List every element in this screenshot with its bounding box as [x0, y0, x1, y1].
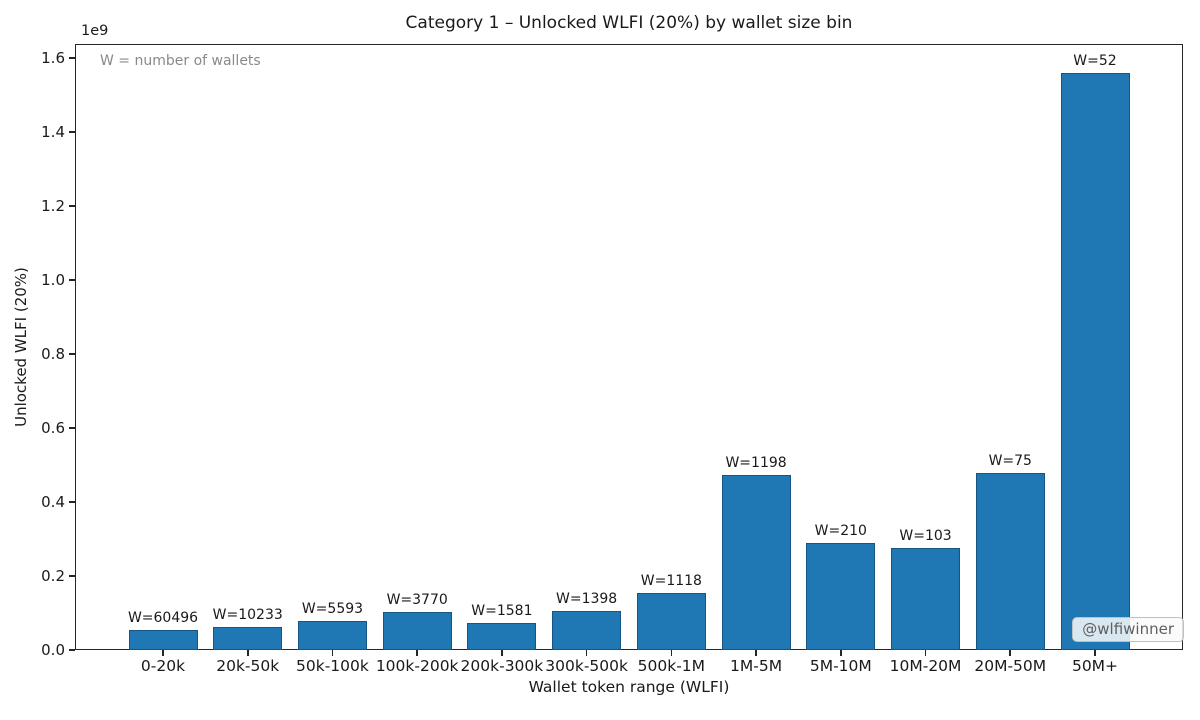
x-axis-label: Wallet token range (WLFI): [528, 678, 730, 696]
x-tick-mark: [331, 650, 334, 656]
bar-20M-50M: [975, 473, 1045, 650]
watermark-badge: @wlfiwinner: [1072, 617, 1184, 642]
y-tick-label: 0.4: [41, 492, 65, 511]
y-tick-mark: [69, 353, 75, 355]
y-tick-mark: [69, 649, 75, 651]
bar-wallet-count-label: W=60496: [127, 609, 199, 626]
bar-wallet-count-label: W=1581: [471, 602, 533, 619]
bar-wallet-count-label: W=210: [814, 523, 867, 540]
bar-500k-1M: [636, 593, 706, 650]
y-tick-label: 1.0: [41, 270, 65, 289]
bar-0-20k: [128, 629, 198, 650]
x-tick-mark: [1009, 650, 1012, 656]
y-tick-label: 1.4: [41, 122, 65, 141]
x-tick-mark: [670, 650, 673, 656]
x-tick-mark: [1094, 650, 1096, 656]
x-tick-mark: [585, 650, 588, 656]
y-tick-label: 0.0: [41, 640, 65, 659]
y-tick-mark: [69, 57, 75, 59]
x-tick-mark: [924, 650, 927, 656]
y-tick-mark: [69, 205, 75, 207]
bar-300k-500k: [552, 611, 622, 650]
bar-wallet-count-label: W=1198: [725, 455, 787, 471]
bar-wallet-count-label: W=75: [988, 453, 1032, 470]
bar-200k-300k: [467, 622, 537, 650]
x-tick-mark: [246, 650, 249, 656]
x-tick-label: 5M-10M: [809, 657, 872, 675]
x-tick-label: 300k-500k: [545, 657, 628, 675]
bar-1M-5M: [721, 475, 791, 650]
bar-wallet-count-label: W=1118: [640, 573, 702, 590]
bar-10M-20M: [891, 547, 961, 650]
x-tick-mark: [755, 650, 757, 656]
x-tick-label: 20M-50M: [974, 657, 1047, 675]
x-tick-label: 10M-20M: [889, 657, 962, 675]
bar-wallet-count-label: W=52: [1073, 52, 1117, 69]
bar-5M-10M: [806, 543, 876, 650]
bar-wallet-count-label: W=10233: [212, 607, 283, 624]
y-tick-mark: [69, 501, 75, 503]
bar-50M+: [1060, 72, 1130, 650]
x-tick-label: 0-20k: [140, 657, 186, 675]
wallet-count-note: W = number of wallets: [100, 53, 261, 69]
bar-50k-100k: [297, 621, 367, 650]
y-tick-label: 0.2: [41, 566, 65, 585]
x-tick-label: 50k-100k: [296, 657, 369, 675]
y-tick-label: 0.6: [41, 418, 65, 437]
x-tick-mark: [840, 650, 842, 656]
x-tick-label: 200k-300k: [460, 657, 544, 675]
x-tick-mark: [162, 650, 164, 656]
chart-title: Category 1 – Unlocked WLFI (20%) by wall…: [405, 13, 853, 33]
y-tick-mark: [69, 427, 75, 429]
y-tick-mark: [69, 131, 75, 133]
x-tick-label: 500k-1M: [637, 657, 706, 675]
y-tick-label: 1.6: [41, 48, 65, 67]
x-tick-label: 20k-50k: [216, 657, 280, 675]
x-tick-mark: [501, 650, 503, 656]
x-tick-mark: [416, 650, 418, 656]
bar-20k-50k: [213, 627, 283, 650]
y-tick-label: 1.2: [41, 196, 65, 215]
bar-wallet-count-label: W=1398: [556, 591, 618, 608]
bar-100k-200k: [382, 611, 452, 650]
x-tick-label: 1M-5M: [730, 657, 783, 675]
y-tick-mark: [69, 575, 75, 577]
bar-wallet-count-label: W=5593: [301, 601, 364, 618]
bar-wallet-count-label: W=3770: [386, 591, 448, 608]
y-tick-label: 0.8: [41, 344, 65, 363]
y-tick-mark: [69, 279, 75, 281]
y-axis-offset-text: 1e9: [81, 23, 109, 39]
x-tick-label: 50M+: [1071, 657, 1119, 675]
x-tick-label: 100k-200k: [375, 657, 459, 675]
bar-wallet-count-label: W=103: [899, 527, 952, 544]
